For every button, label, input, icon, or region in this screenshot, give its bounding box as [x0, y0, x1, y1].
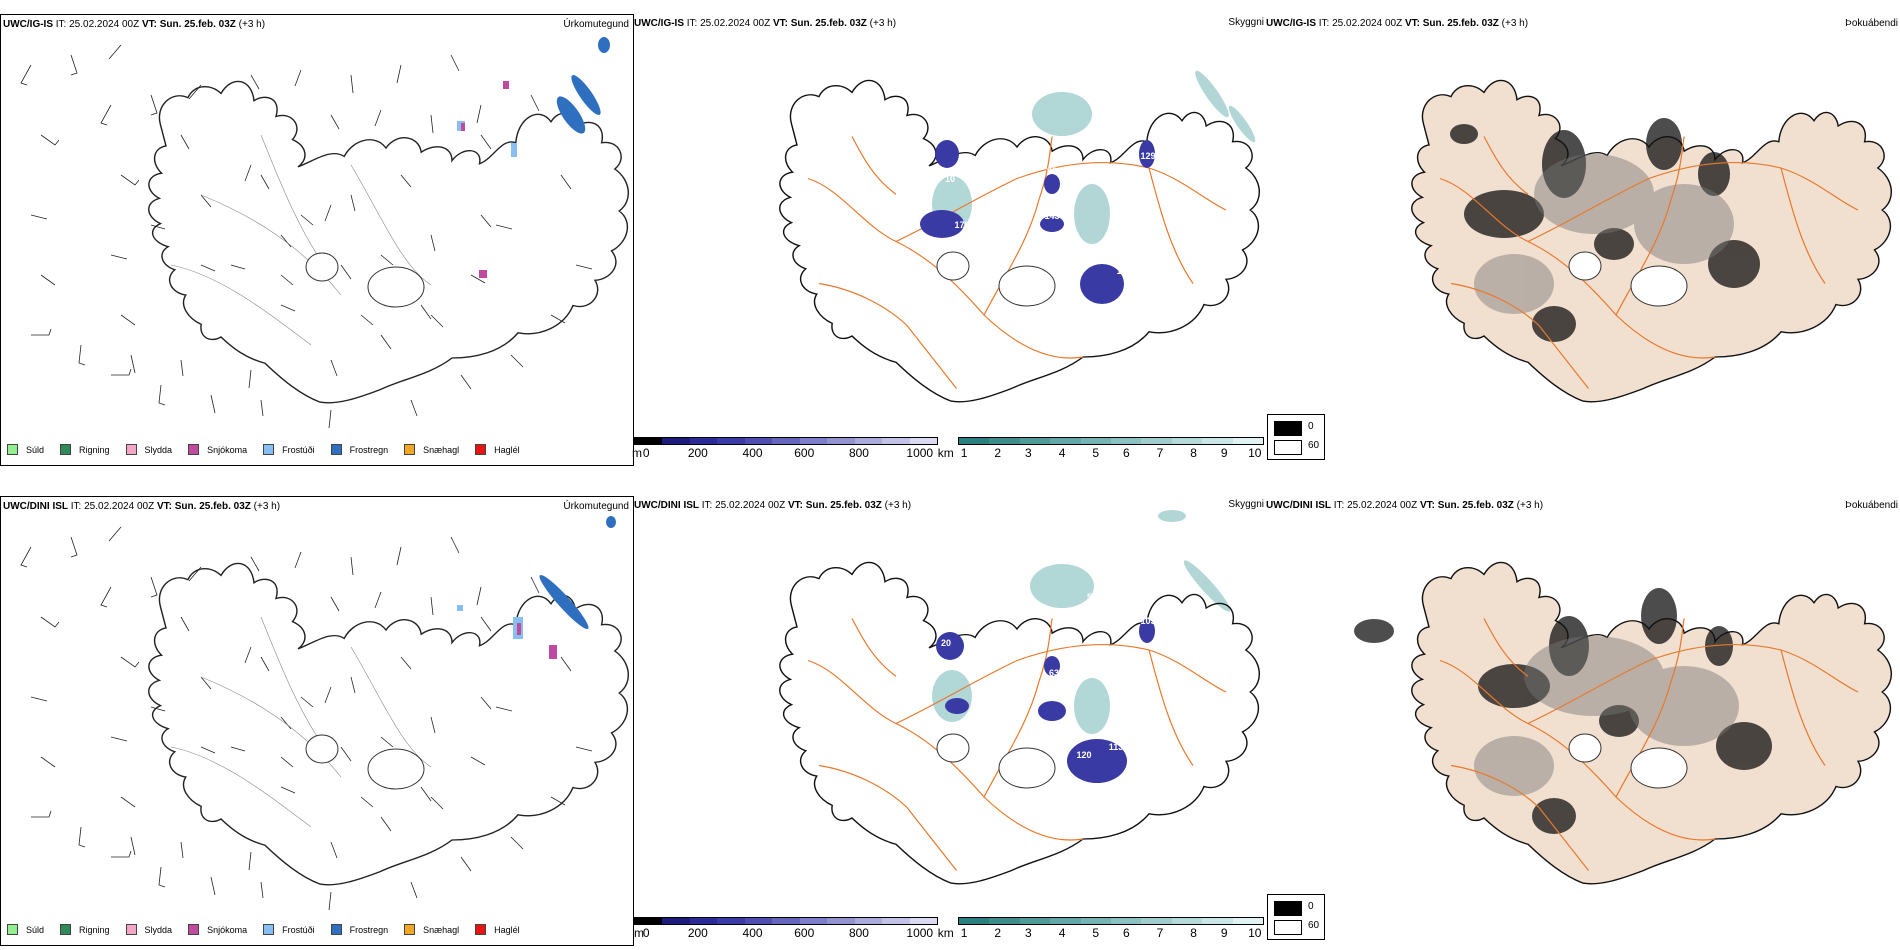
scale-unit: km — [937, 926, 954, 940]
ceiling-label: 105 — [1140, 616, 1155, 626]
ceiling-label: 98 — [1047, 166, 1057, 176]
ceiling-label: 10 — [945, 174, 955, 184]
ceiling-label: 63 — [1049, 668, 1059, 678]
legend-item: Frostúði — [263, 924, 315, 935]
visibility-panel-dini: 20 222 120 113 63 92 54 57 105 UWC/DINI … — [632, 496, 1264, 944]
visibility-colorbar — [958, 917, 1264, 925]
visibility-map: 20 222 120 113 63 92 54 57 105 — [779, 510, 1261, 885]
visibility-panel-ig-is: 10 179 18 143 125 98 74 54 129 UWC/IG-IS… — [632, 14, 1264, 464]
legend-item: Rigning — [60, 444, 110, 455]
panel-title: UWC/DINI ISL IT: 25.02.2024 00Z VT: Sun.… — [3, 501, 281, 512]
legend-item: Haglél — [475, 924, 520, 935]
ceiling-label: 120 — [1076, 750, 1091, 760]
ceiling-label: 57 — [1059, 638, 1069, 648]
panel-field-name: Skyggni — [1228, 17, 1264, 28]
ceiling-label: 20 — [941, 638, 951, 648]
fog-legend: 0 60 — [1267, 894, 1325, 940]
panel-title: UWC/DINI ISL IT: 25.02.2024 00Z VT: Sun.… — [1266, 500, 1544, 511]
ceiling-label: 54 — [1059, 191, 1069, 201]
panel-title: UWC/IG-IS IT: 25.02.2024 00Z VT: Sun. 25… — [3, 19, 266, 30]
precip-type-map — [20, 516, 630, 911]
legend-item: Snjókoma — [188, 444, 247, 455]
panel-field-name: Skyggni — [1228, 499, 1264, 510]
ceiling-label: 129 — [1140, 151, 1155, 161]
visibility-map: 10 179 18 143 125 98 74 54 129 — [779, 70, 1261, 403]
legend-item: Frostregn — [330, 444, 388, 455]
panel-title: UWC/IG-IS IT: 25.02.2024 00Z VT: Sun. 25… — [1266, 18, 1529, 29]
legend-item: Frostregn — [330, 924, 388, 935]
panel-field-name: Þokuábendi — [1845, 18, 1898, 29]
ceiling-scale: m 0 200 400 600 800 1000 — [634, 917, 938, 940]
scale-unit: m — [632, 446, 642, 460]
ceiling-label: 54 — [1087, 592, 1097, 602]
ceiling-label: 74 — [1087, 128, 1097, 138]
ceiling-colorbar — [634, 917, 938, 925]
panel-field-name: Úrkomutegund — [563, 19, 629, 30]
ceiling-label: 143 — [1044, 211, 1059, 221]
legend-item: Rigning — [60, 924, 110, 935]
scale-unit: km — [937, 446, 954, 460]
fog-legend: 0 60 — [1267, 414, 1325, 460]
ceiling-scale: m 0 200 400 600 800 1000 — [632, 437, 938, 460]
fog-map — [1411, 79, 1893, 403]
legend-item: Súld — [7, 444, 44, 455]
scale-unit: m — [634, 926, 644, 940]
precip-type-panel-dini: UWC/DINI ISL IT: 25.02.2024 00Z VT: Sun.… — [0, 496, 634, 946]
ceiling-label: 222 — [978, 696, 993, 706]
precip-patches — [457, 37, 610, 278]
visibility-scale: km 1 2 3 4 5 6 7 8 9 10 — [938, 917, 1264, 940]
precip-legend: Súld Rigning Slydda Snjókoma Frostúði Fr… — [7, 444, 536, 455]
fog-map — [1354, 561, 1893, 885]
ceiling-label: 125 — [1116, 266, 1131, 276]
legend-item: Snæhagl — [404, 444, 459, 455]
ceiling-label: 113 — [1109, 742, 1124, 752]
legend-item: Slydda — [125, 924, 172, 935]
fog-panel-dini: UWC/DINI ISL IT: 25.02.2024 00Z VT: Sun.… — [1264, 496, 1900, 944]
ceiling-label: 92 — [1175, 628, 1185, 638]
iceland-outline — [148, 80, 630, 404]
ceiling-colorbar — [634, 437, 938, 445]
panel-title: UWC/DINI ISL IT: 25.02.2024 00Z VT: Sun.… — [634, 500, 912, 511]
visibility-scale: km 1 2 3 4 5 6 7 8 9 10 — [938, 437, 1264, 460]
ceiling-label: 179 — [954, 220, 969, 230]
panel-title: UWC/IG-IS IT: 25.02.2024 00Z VT: Sun. 25… — [634, 18, 897, 29]
precip-legend: Súld Rigning Slydda Snjókoma Frostúði Fr… — [7, 924, 536, 935]
ceiling-label: 18 — [895, 226, 905, 236]
legend-item: Haglél — [475, 444, 520, 455]
legend-item: Snjókoma — [188, 924, 247, 935]
legend-item: Slydda — [125, 444, 172, 455]
panel-field-name: Úrkomutegund — [563, 501, 629, 512]
precip-type-panel-ig-is: UWC/IG-IS IT: 25.02.2024 00Z VT: Sun. 25… — [0, 14, 634, 466]
legend-item: Súld — [7, 924, 44, 935]
precip-type-map — [20, 37, 630, 429]
panel-field-name: Þokuábendi — [1845, 500, 1898, 511]
legend-item: Frostúði — [263, 444, 315, 455]
fog-panel-ig-is: UWC/IG-IS IT: 25.02.2024 00Z VT: Sun. 25… — [1264, 14, 1900, 464]
visibility-colorbar — [958, 437, 1264, 445]
legend-item: Snæhagl — [404, 924, 459, 935]
